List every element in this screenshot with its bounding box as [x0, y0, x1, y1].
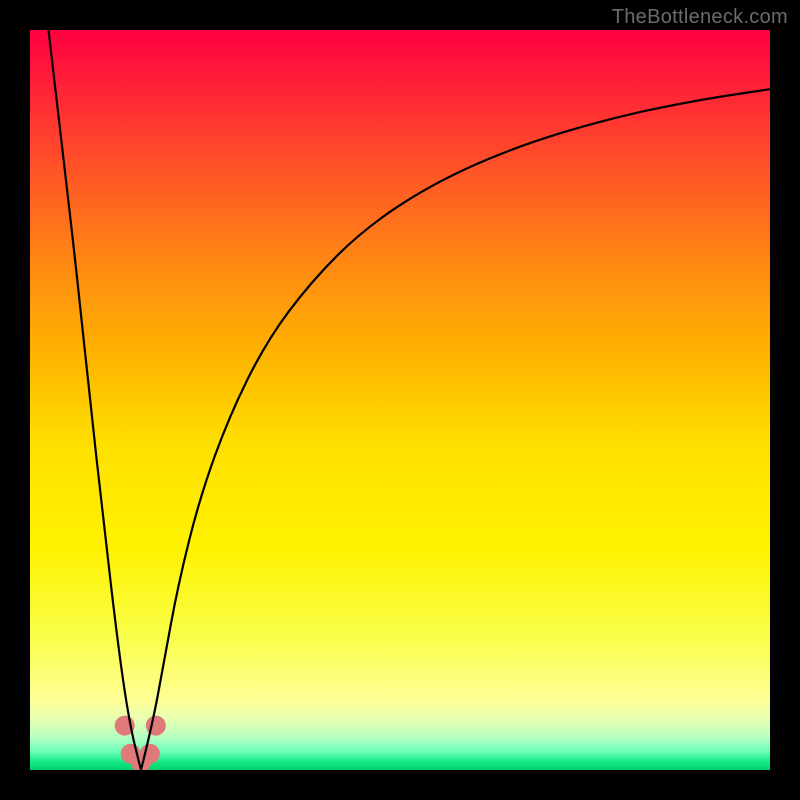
- gradient-background: [30, 30, 770, 770]
- chart-svg: [30, 30, 770, 770]
- chart-plot-area: [30, 30, 770, 770]
- curve-marker: [146, 716, 166, 736]
- watermark-text: TheBottleneck.com: [612, 6, 788, 29]
